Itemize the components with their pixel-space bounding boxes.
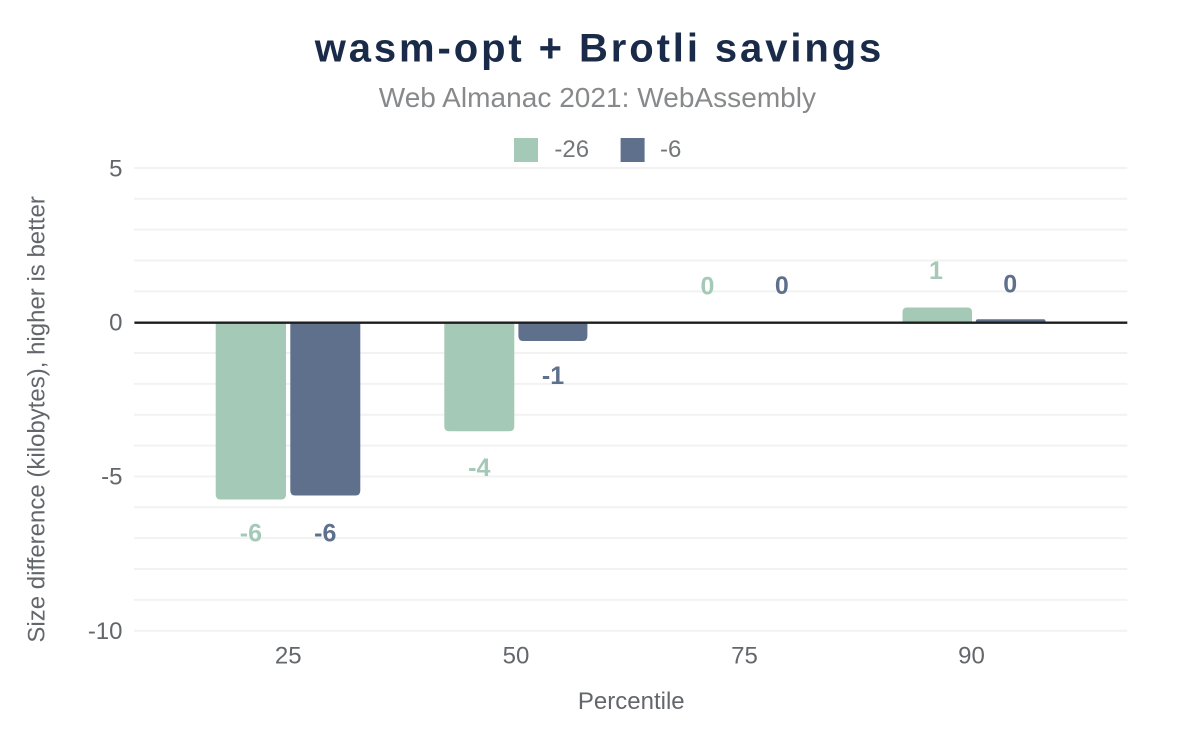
svg-text:50: 50 — [503, 642, 530, 669]
svg-text:Percentile: Percentile — [578, 688, 685, 715]
svg-text:-26: -26 — [554, 136, 589, 163]
svg-text:0: 0 — [1003, 270, 1017, 298]
svg-text:wasm-opt + Brotli savings: wasm-opt + Brotli savings — [314, 27, 882, 71]
svg-text:90: 90 — [958, 642, 985, 669]
svg-text:-4: -4 — [468, 454, 490, 482]
svg-text:75: 75 — [731, 642, 758, 669]
svg-text:-6: -6 — [660, 136, 681, 163]
svg-text:-6: -6 — [240, 519, 262, 547]
svg-text:-10: -10 — [88, 618, 123, 645]
svg-text:-5: -5 — [101, 463, 122, 490]
svg-text:25: 25 — [275, 642, 302, 669]
svg-text:Size difference (kilobytes), h: Size difference (kilobytes), higher is b… — [24, 196, 51, 642]
svg-text:1: 1 — [929, 257, 943, 285]
svg-text:0: 0 — [775, 272, 789, 300]
svg-text:-1: -1 — [542, 362, 564, 390]
svg-text:Web Almanac 2021: WebAssembly: Web Almanac 2021: WebAssembly — [379, 82, 816, 113]
svg-text:0: 0 — [701, 273, 715, 301]
svg-text:0: 0 — [109, 309, 122, 336]
svg-text:-6: -6 — [314, 519, 336, 547]
svg-text:5: 5 — [109, 156, 122, 183]
